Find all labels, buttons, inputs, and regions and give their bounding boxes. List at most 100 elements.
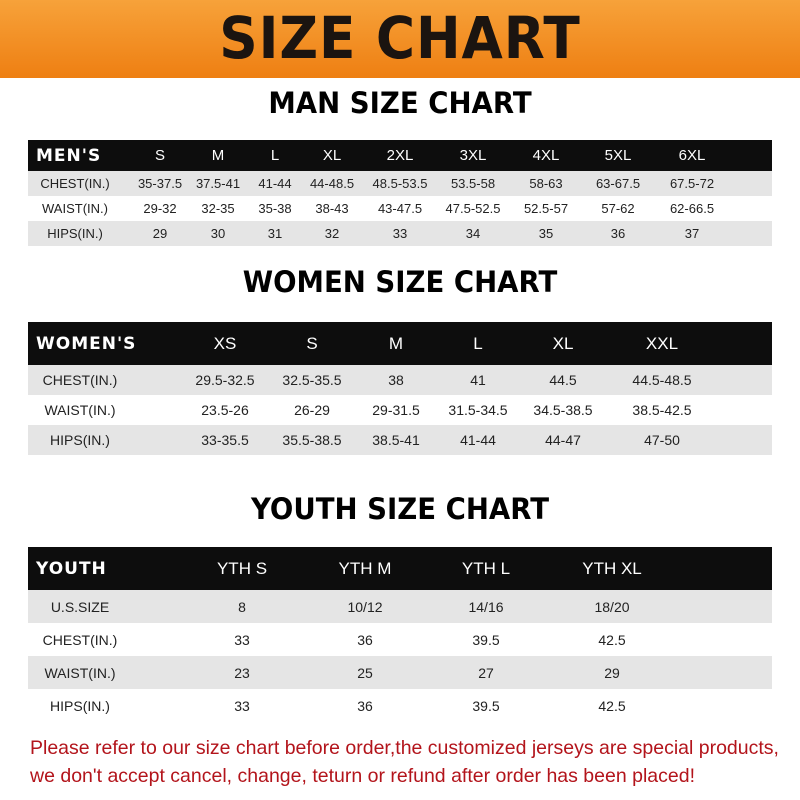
table-row: WAIST(IN.) 23.5-26 26-29 29-31.5 31.5-34.5 34… <box>28 395 772 425</box>
table-cell: 36 <box>357 697 373 714</box>
table-cell: 44.5 <box>549 372 577 388</box>
table-cell: 62-66.5 <box>669 201 715 216</box>
table-cell: 32-35 <box>201 201 235 216</box>
table-header-row: MEN'S S M L XL 2XL 3XL 4XL 5XL 6XL <box>28 140 772 171</box>
notice-line-1: Please refer to our size chart before or… <box>30 737 779 759</box>
table-row: CHEST(IN.) 29.5-32.5 32.5-35.5 38 41 44.5 44.5… <box>28 365 772 395</box>
header-banner: SIZE CHART <box>0 0 800 78</box>
table-cell: 35-37.5 <box>137 176 183 191</box>
size-column-header: 5XL <box>604 147 632 164</box>
table-cell: 23 <box>234 664 250 681</box>
table-cell: 35 <box>538 226 554 241</box>
table-cell: 37 <box>684 226 700 241</box>
table-cell: 30 <box>210 226 226 241</box>
table-cell: 57-62 <box>601 201 635 216</box>
size-column-header: 4XL <box>532 147 560 164</box>
youth-section-title: YOUTH SIZE CHART <box>250 492 550 526</box>
table-cell: 29 <box>152 226 168 241</box>
size-column-header: 2XL <box>386 147 414 164</box>
men-size-table: MEN'S S M L XL 2XL 3XL 4XL 5XL 6XL CHEST(IN.) 35-37… <box>28 140 772 246</box>
table-cell: 44-48.5 <box>309 176 355 191</box>
row-label: CHEST(IN.) <box>40 176 110 191</box>
notice-line-2: we don't accept cancel, change, teturn o… <box>30 765 695 787</box>
table-cell: 42.5 <box>598 631 626 648</box>
table-cell: 39.5 <box>472 631 500 648</box>
table-cell: 41-44 <box>460 432 496 448</box>
table-header-row: YOUTH YTH S YTH M YTH L YTH XL <box>28 547 772 590</box>
row-label: WAIST(IN.) <box>44 402 116 418</box>
table-cell: 43-47.5 <box>377 201 423 216</box>
size-column-header: YTH M <box>338 558 392 578</box>
row-label: HIPS(IN.) <box>47 226 103 241</box>
size-column-header: M <box>211 147 225 164</box>
table-cell: 37.5-41 <box>195 176 241 191</box>
men-section-title: MAN SIZE CHART <box>268 86 532 120</box>
row-label: U.S.SIZE <box>50 598 110 615</box>
women-size-table: WOMEN'S XS S M L XL XXL CHEST(IN.) 29.5-32.5 32.5… <box>28 322 772 455</box>
table-cell: 29 <box>604 664 620 681</box>
table-cell: 48.5-53.5 <box>372 176 428 191</box>
table-cell: 18/20 <box>594 598 630 615</box>
table-cell: 63-67.5 <box>595 176 641 191</box>
table-cell: 58-63 <box>529 176 563 191</box>
size-column-header: XL <box>322 147 342 164</box>
table-cell: 33 <box>234 631 250 648</box>
table-cell: 35-38 <box>258 201 292 216</box>
table-cell: 47-50 <box>644 432 680 448</box>
table-corner-label: MEN'S <box>36 145 102 166</box>
table-cell: 38.5-41 <box>372 432 420 448</box>
table-cell: 44.5-48.5 <box>632 372 692 388</box>
table-cell: 14/16 <box>468 598 504 615</box>
table-cell: 31 <box>267 226 283 241</box>
page-title: SIZE CHART <box>219 4 581 72</box>
table-cell: 67.5-72 <box>669 176 715 191</box>
youth-size-table: YOUTH YTH S YTH M YTH L YTH XL U.S.SIZE 8 10/12… <box>28 547 772 722</box>
table-row: WAIST(IN.) 29-32 32-35 35-38 38-43 43-47.5 47.… <box>28 196 772 221</box>
row-label: CHEST(IN.) <box>42 631 118 648</box>
size-column-header: 6XL <box>678 147 706 164</box>
size-column-header: S <box>306 333 318 353</box>
size-column-header: L <box>473 333 483 353</box>
size-column-header: YTH XL <box>582 558 642 578</box>
table-cell: 31.5-34.5 <box>448 402 508 418</box>
table-cell: 23.5-26 <box>201 402 249 418</box>
size-column-header: XXL <box>645 333 679 353</box>
table-cell: 38.5-42.5 <box>632 402 692 418</box>
table-cell: 36 <box>357 631 373 648</box>
table-cell: 38 <box>388 372 404 388</box>
table-cell: 35.5-38.5 <box>282 432 342 448</box>
table-row: HIPS(IN.) 33-35.5 35.5-38.5 38.5-41 41-44 44-… <box>28 425 772 455</box>
notice-text: Please refer to our size chart before or… <box>30 734 790 790</box>
table-cell: 29.5-32.5 <box>195 372 255 388</box>
table-cell: 33 <box>392 226 408 241</box>
table-cell: 33 <box>234 697 250 714</box>
table-cell: 27 <box>478 664 494 681</box>
table-row: WAIST(IN.) 23 25 27 29 <box>28 656 772 689</box>
table-cell: 47.5-52.5 <box>445 201 501 216</box>
row-label: CHEST(IN.) <box>42 372 118 388</box>
size-column-header: XS <box>213 333 237 353</box>
table-header-row: WOMEN'S XS S M L XL XXL <box>28 322 772 365</box>
size-column-header: S <box>154 147 166 164</box>
table-row: HIPS(IN.) 33 36 39.5 42.5 <box>28 689 772 722</box>
size-column-header: YTH L <box>461 558 511 578</box>
table-cell: 52.5-57 <box>523 201 569 216</box>
table-cell: 41-44 <box>258 176 292 191</box>
table-cell: 44-47 <box>545 432 581 448</box>
table-cell: 8 <box>238 598 246 615</box>
table-cell: 39.5 <box>472 697 500 714</box>
table-cell: 53.5-58 <box>450 176 496 191</box>
table-cell: 41 <box>470 372 486 388</box>
table-cell: 33-35.5 <box>201 432 249 448</box>
table-cell: 34 <box>465 226 481 241</box>
table-cell: 36 <box>610 226 626 241</box>
table-corner-label: YOUTH <box>36 558 107 579</box>
table-cell: 34.5-38.5 <box>533 402 593 418</box>
table-cell: 32 <box>324 226 340 241</box>
table-cell: 38-43 <box>315 201 349 216</box>
row-label: HIPS(IN.) <box>50 432 110 448</box>
row-label: WAIST(IN.) <box>42 201 108 216</box>
size-column-header: XL <box>552 333 574 353</box>
row-label: WAIST(IN.) <box>44 664 116 681</box>
size-column-header: L <box>270 147 280 164</box>
